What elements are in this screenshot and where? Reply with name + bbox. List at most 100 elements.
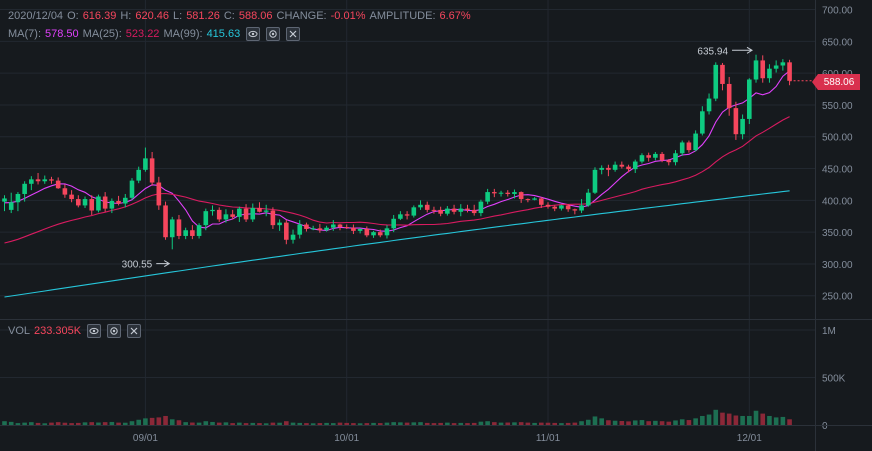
volume-bar bbox=[156, 417, 162, 425]
volume-bar bbox=[653, 420, 658, 425]
candle-body bbox=[559, 205, 564, 209]
volume-bar bbox=[445, 422, 450, 425]
volume-bar bbox=[297, 422, 303, 425]
candle-body bbox=[89, 199, 95, 211]
candle-body bbox=[465, 208, 470, 210]
ma-eye-icon[interactable] bbox=[246, 27, 261, 41]
date-tick-label: 10/01 bbox=[334, 433, 359, 444]
candle-body bbox=[82, 199, 88, 206]
candle-body bbox=[391, 218, 396, 229]
high-value: 620.46 bbox=[135, 10, 169, 22]
vol-close-icon[interactable] bbox=[127, 324, 142, 338]
ma-legend: MA(7): 578.50 MA(25): 523.22 MA(99): 415… bbox=[8, 26, 301, 42]
candle-body bbox=[679, 142, 685, 154]
volume-bar bbox=[673, 420, 678, 425]
candle-body bbox=[713, 64, 719, 99]
candle-body bbox=[451, 208, 457, 212]
candle-body bbox=[619, 164, 625, 167]
candle-body bbox=[492, 192, 497, 194]
volume-bar bbox=[324, 422, 329, 425]
candle-body bbox=[109, 200, 115, 209]
candle-body bbox=[35, 179, 41, 182]
candle-body bbox=[304, 224, 309, 229]
candle-body bbox=[532, 198, 537, 200]
volume-bar bbox=[632, 420, 638, 425]
volume-bar bbox=[431, 423, 437, 425]
price-tick-label: 500.00 bbox=[822, 133, 853, 144]
volume-bar bbox=[753, 410, 759, 425]
candle-body bbox=[431, 209, 437, 211]
ma-settings-icon[interactable] bbox=[266, 27, 281, 41]
volume-bar bbox=[196, 422, 202, 425]
candle-body bbox=[505, 192, 511, 194]
volume-bar bbox=[183, 422, 188, 425]
volume-bar bbox=[579, 421, 584, 425]
ma-close-icon[interactable] bbox=[286, 27, 301, 41]
volume-bar bbox=[190, 422, 195, 425]
volume-bar bbox=[371, 422, 376, 425]
volume-bar bbox=[290, 422, 296, 425]
candle-body bbox=[270, 210, 276, 226]
candle-body bbox=[592, 169, 598, 193]
volume-bar bbox=[351, 423, 356, 425]
candle-body bbox=[398, 214, 403, 219]
high-label: H: bbox=[120, 10, 132, 22]
price-tick-label: 700.00 bbox=[822, 6, 853, 17]
candle-body bbox=[49, 179, 54, 181]
candle-body bbox=[357, 228, 363, 231]
volume-bar bbox=[49, 422, 54, 425]
candle-body bbox=[190, 230, 195, 236]
candle-body bbox=[290, 234, 296, 240]
vol-eye-icon[interactable] bbox=[87, 324, 102, 338]
candle-body bbox=[646, 155, 651, 158]
volume-bar bbox=[438, 422, 443, 425]
low-annotation-arrow bbox=[156, 260, 171, 268]
candle-body bbox=[753, 60, 759, 80]
volume-tick-label: 500K bbox=[822, 374, 846, 385]
volume-bar bbox=[163, 415, 168, 425]
candle-body bbox=[599, 167, 604, 170]
volume-bar bbox=[565, 422, 571, 425]
volume-bar bbox=[76, 422, 81, 425]
candle-body bbox=[297, 224, 303, 235]
amplitude-label: AMPLITUDE: bbox=[369, 10, 436, 22]
volume-bar bbox=[129, 421, 135, 425]
candle-body bbox=[720, 64, 725, 84]
open-value: 616.39 bbox=[82, 10, 117, 22]
volume-bar bbox=[250, 422, 256, 425]
candle-body bbox=[257, 207, 262, 212]
volume-bar bbox=[679, 419, 685, 425]
volume-bar bbox=[15, 423, 21, 425]
candle-body bbox=[512, 192, 517, 194]
candle-body bbox=[76, 199, 81, 206]
low-value: 581.26 bbox=[186, 10, 220, 22]
volume-bar bbox=[478, 421, 484, 425]
candle-body bbox=[156, 182, 162, 206]
candle-body bbox=[116, 200, 121, 204]
volume-bar bbox=[646, 421, 651, 425]
volume-bar bbox=[592, 416, 598, 425]
candle-body bbox=[478, 201, 484, 214]
candle-body bbox=[626, 166, 631, 170]
volume-bar bbox=[505, 422, 511, 425]
ma7-line bbox=[4, 70, 790, 232]
volume-bar bbox=[2, 421, 7, 425]
vol-settings-icon[interactable] bbox=[107, 324, 122, 338]
date-tick-label: 12/01 bbox=[737, 433, 762, 444]
candle-body bbox=[706, 98, 712, 112]
candle-body bbox=[371, 232, 376, 236]
candle-body bbox=[42, 179, 48, 182]
candle-body bbox=[639, 155, 645, 162]
volume-bar bbox=[418, 422, 423, 425]
ma25-line bbox=[4, 116, 790, 244]
candle-body bbox=[418, 204, 423, 208]
volume-bar bbox=[263, 423, 269, 425]
candle-body bbox=[579, 205, 584, 211]
candle-body bbox=[330, 224, 336, 228]
volume-bar bbox=[391, 422, 396, 425]
volume-bar bbox=[780, 416, 786, 425]
price-tick-label: 550.00 bbox=[822, 101, 853, 112]
volume-bar bbox=[8, 421, 14, 425]
